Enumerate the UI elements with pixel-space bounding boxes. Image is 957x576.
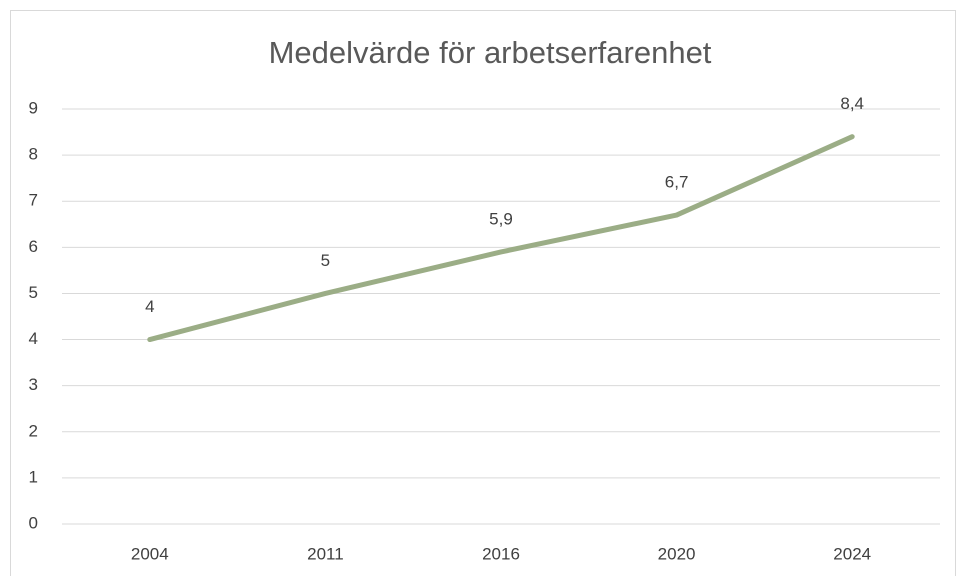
data-label: 5 xyxy=(321,251,330,270)
data-label: 8,4 xyxy=(840,94,864,113)
x-tick-label: 2004 xyxy=(131,544,169,563)
data-label: 4 xyxy=(145,297,154,316)
y-tick-label: 7 xyxy=(29,191,38,210)
y-tick-label: 2 xyxy=(29,421,38,440)
x-tick-label: 2011 xyxy=(307,544,344,563)
chart-title: Medelvärde för arbetserfarenhet xyxy=(269,35,712,70)
y-tick-label: 9 xyxy=(29,98,38,117)
x-tick-label: 2024 xyxy=(833,544,871,563)
data-line xyxy=(147,134,855,343)
x-tick-label: 2016 xyxy=(482,544,520,563)
y-tick-label: 5 xyxy=(29,283,38,302)
y-tick-label: 3 xyxy=(29,375,38,394)
y-tick-label: 8 xyxy=(29,145,38,164)
y-tick-label: 4 xyxy=(29,329,38,348)
y-tick-label: 0 xyxy=(29,513,38,532)
x-tick-label: 2020 xyxy=(658,544,696,563)
y-tick-label: 1 xyxy=(29,467,38,486)
y-tick-label: 6 xyxy=(29,237,38,256)
data-label: 6,7 xyxy=(665,173,689,192)
data-label: 5,9 xyxy=(489,209,513,228)
